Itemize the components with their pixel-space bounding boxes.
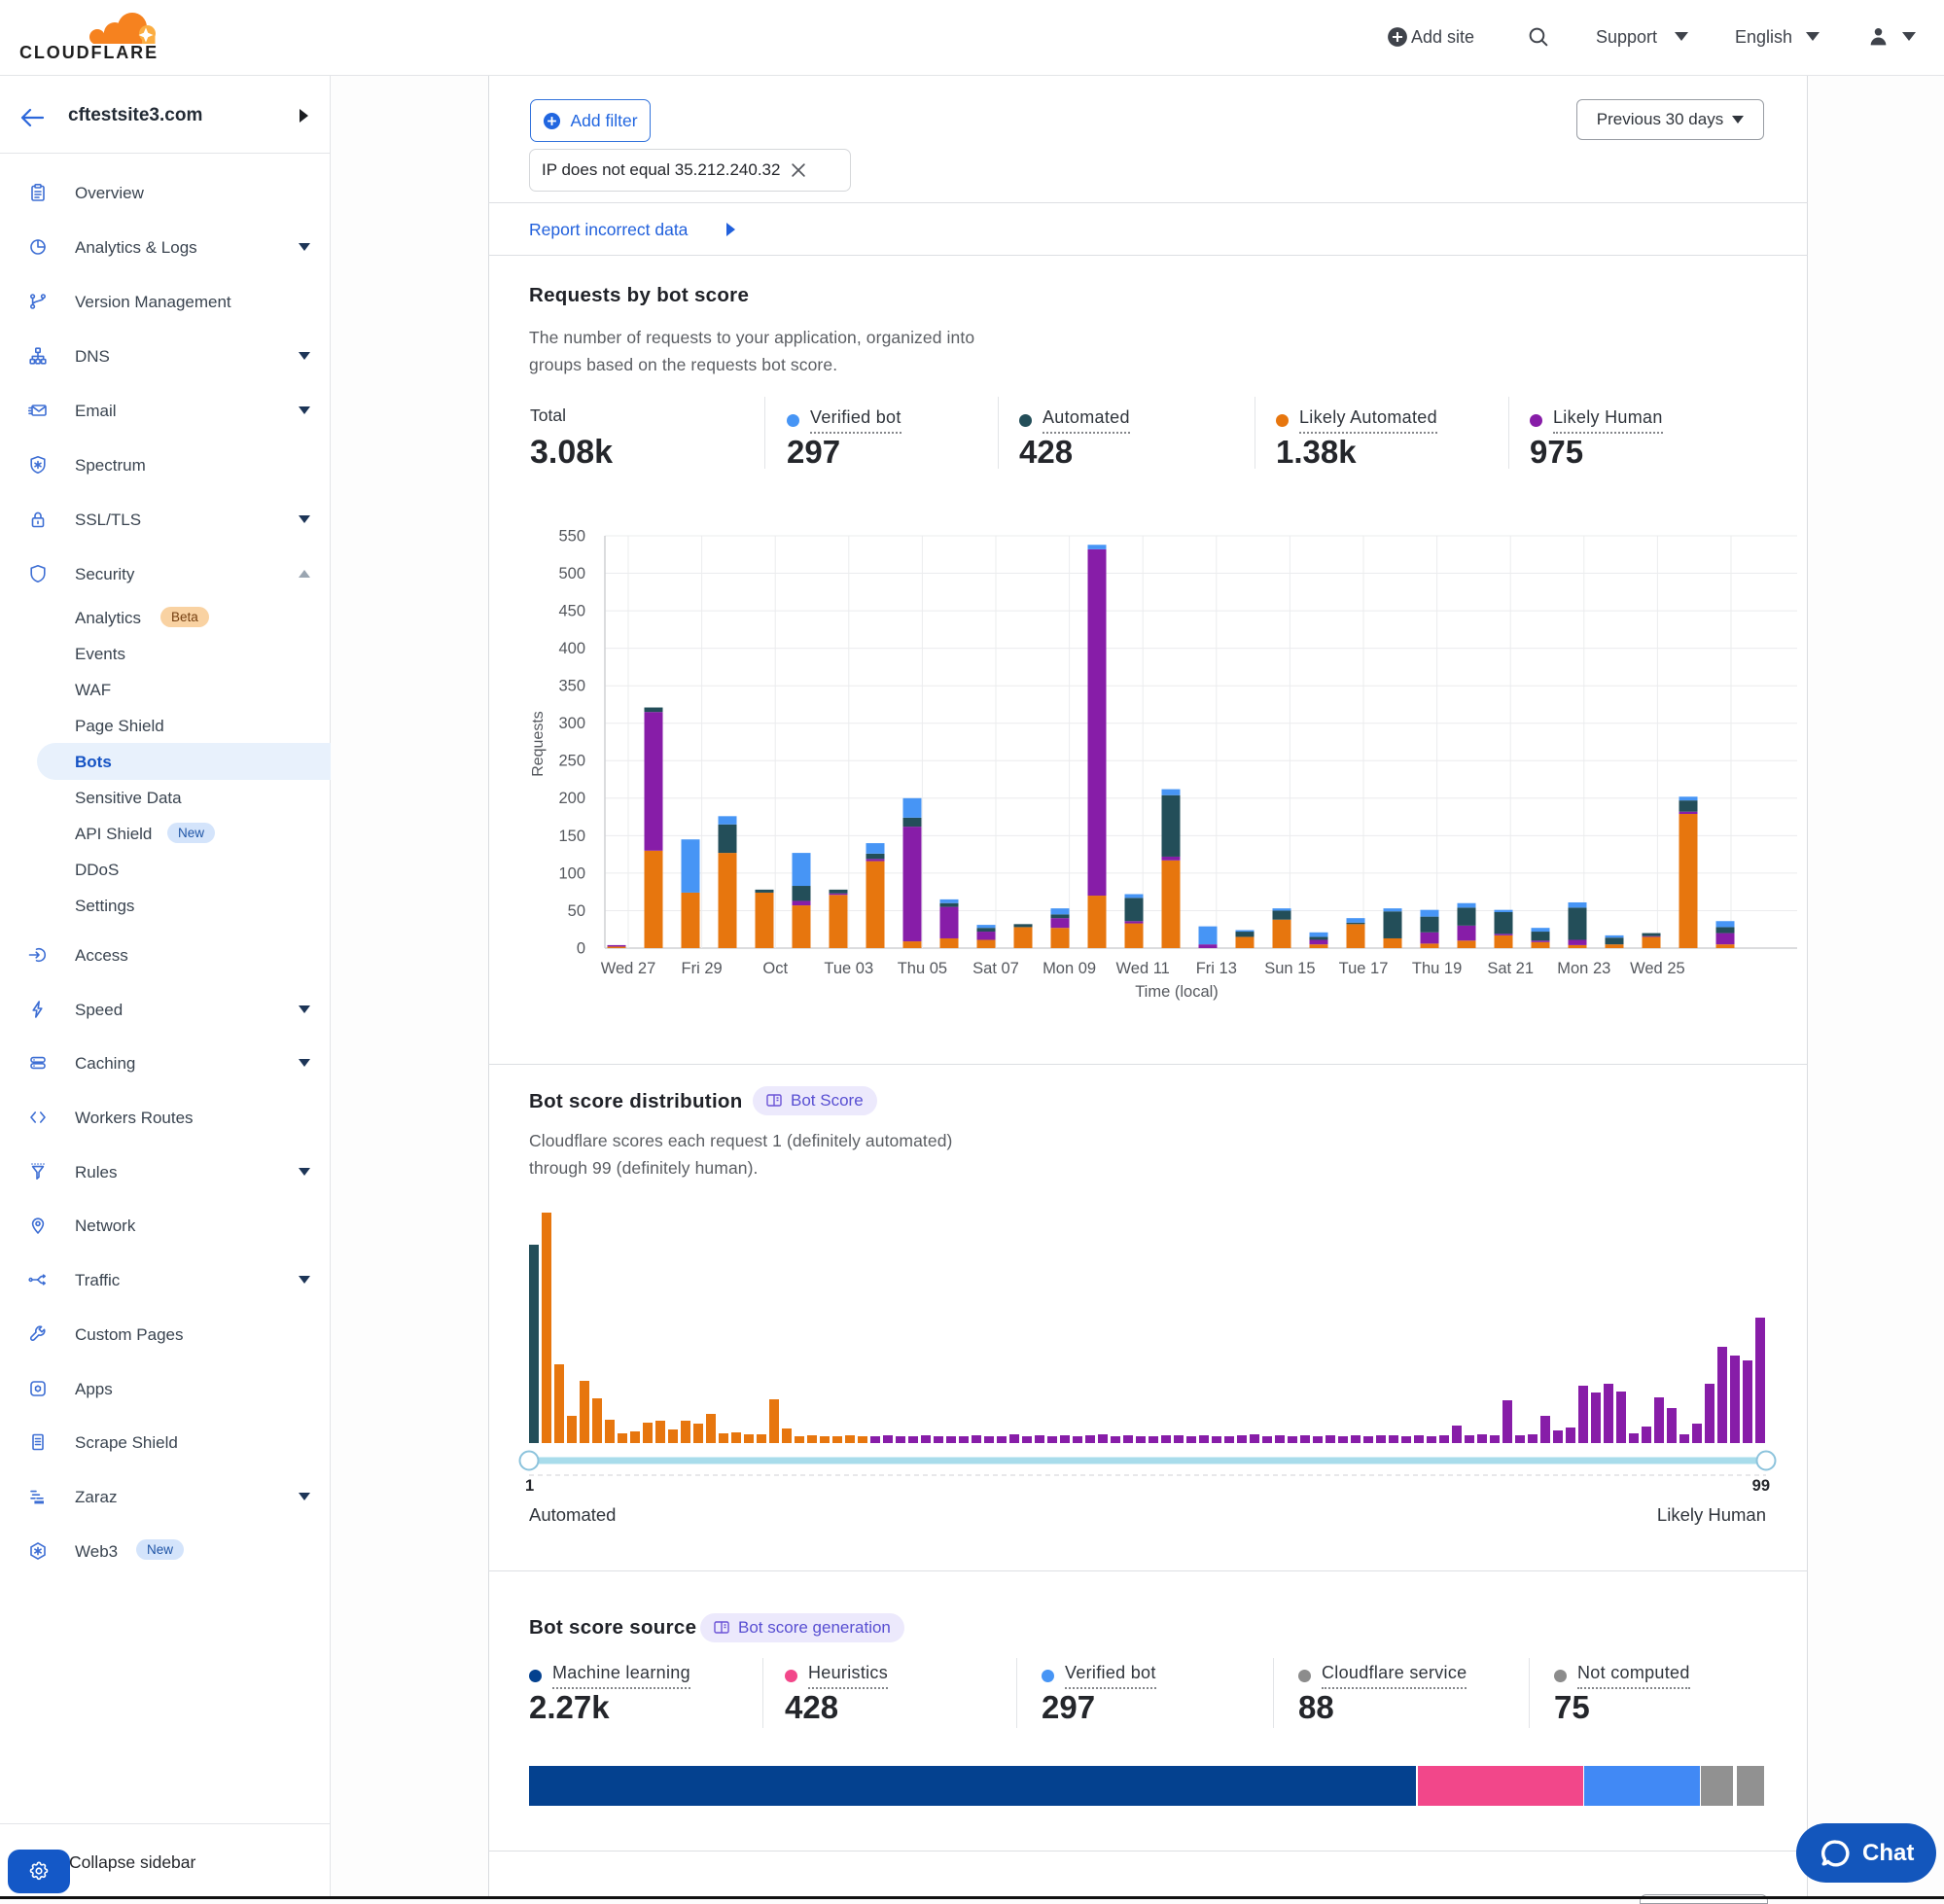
svg-text:200: 200 bbox=[558, 790, 585, 807]
svg-text:Automated: Automated bbox=[529, 1504, 616, 1525]
svg-text:Thu 19: Thu 19 bbox=[1412, 960, 1462, 977]
svg-text:1: 1 bbox=[525, 1477, 534, 1495]
svg-text:250: 250 bbox=[558, 753, 585, 770]
svg-text:Wed 25: Wed 25 bbox=[1630, 960, 1685, 977]
svg-text:CLOUDFLARE: CLOUDFLARE bbox=[19, 43, 159, 62]
svg-text:Requests: Requests bbox=[530, 711, 547, 777]
svg-text:150: 150 bbox=[558, 828, 585, 845]
svg-text:99: 99 bbox=[1752, 1477, 1770, 1495]
svg-text:Mon 23: Mon 23 bbox=[1557, 960, 1610, 977]
svg-text:Wed 27: Wed 27 bbox=[601, 960, 656, 977]
svg-text:500: 500 bbox=[558, 565, 585, 582]
svg-text:Oct: Oct bbox=[762, 960, 788, 977]
svg-text:Fri 13: Fri 13 bbox=[1196, 960, 1237, 977]
svg-text:450: 450 bbox=[558, 602, 585, 619]
svg-text:Sun 15: Sun 15 bbox=[1264, 960, 1315, 977]
svg-text:Tue 03: Tue 03 bbox=[824, 960, 873, 977]
svg-text:Likely Human: Likely Human bbox=[1657, 1504, 1766, 1525]
svg-text:Tue 17: Tue 17 bbox=[1339, 960, 1389, 977]
svg-text:50: 50 bbox=[568, 902, 585, 920]
svg-text:Sat 07: Sat 07 bbox=[972, 960, 1019, 977]
svg-text:0: 0 bbox=[577, 939, 585, 957]
svg-text:Time (local): Time (local) bbox=[1135, 983, 1219, 1001]
svg-text:Thu 05: Thu 05 bbox=[898, 960, 947, 977]
svg-text:Fri 29: Fri 29 bbox=[682, 960, 723, 977]
svg-text:400: 400 bbox=[558, 640, 585, 657]
svg-text:Sat 21: Sat 21 bbox=[1487, 960, 1534, 977]
svg-text:100: 100 bbox=[558, 864, 585, 882]
svg-text:550: 550 bbox=[558, 527, 585, 545]
svg-text:300: 300 bbox=[558, 715, 585, 732]
svg-text:Wed 11: Wed 11 bbox=[1116, 960, 1170, 977]
svg-text:350: 350 bbox=[558, 678, 585, 695]
svg-text:Mon 09: Mon 09 bbox=[1043, 960, 1096, 977]
